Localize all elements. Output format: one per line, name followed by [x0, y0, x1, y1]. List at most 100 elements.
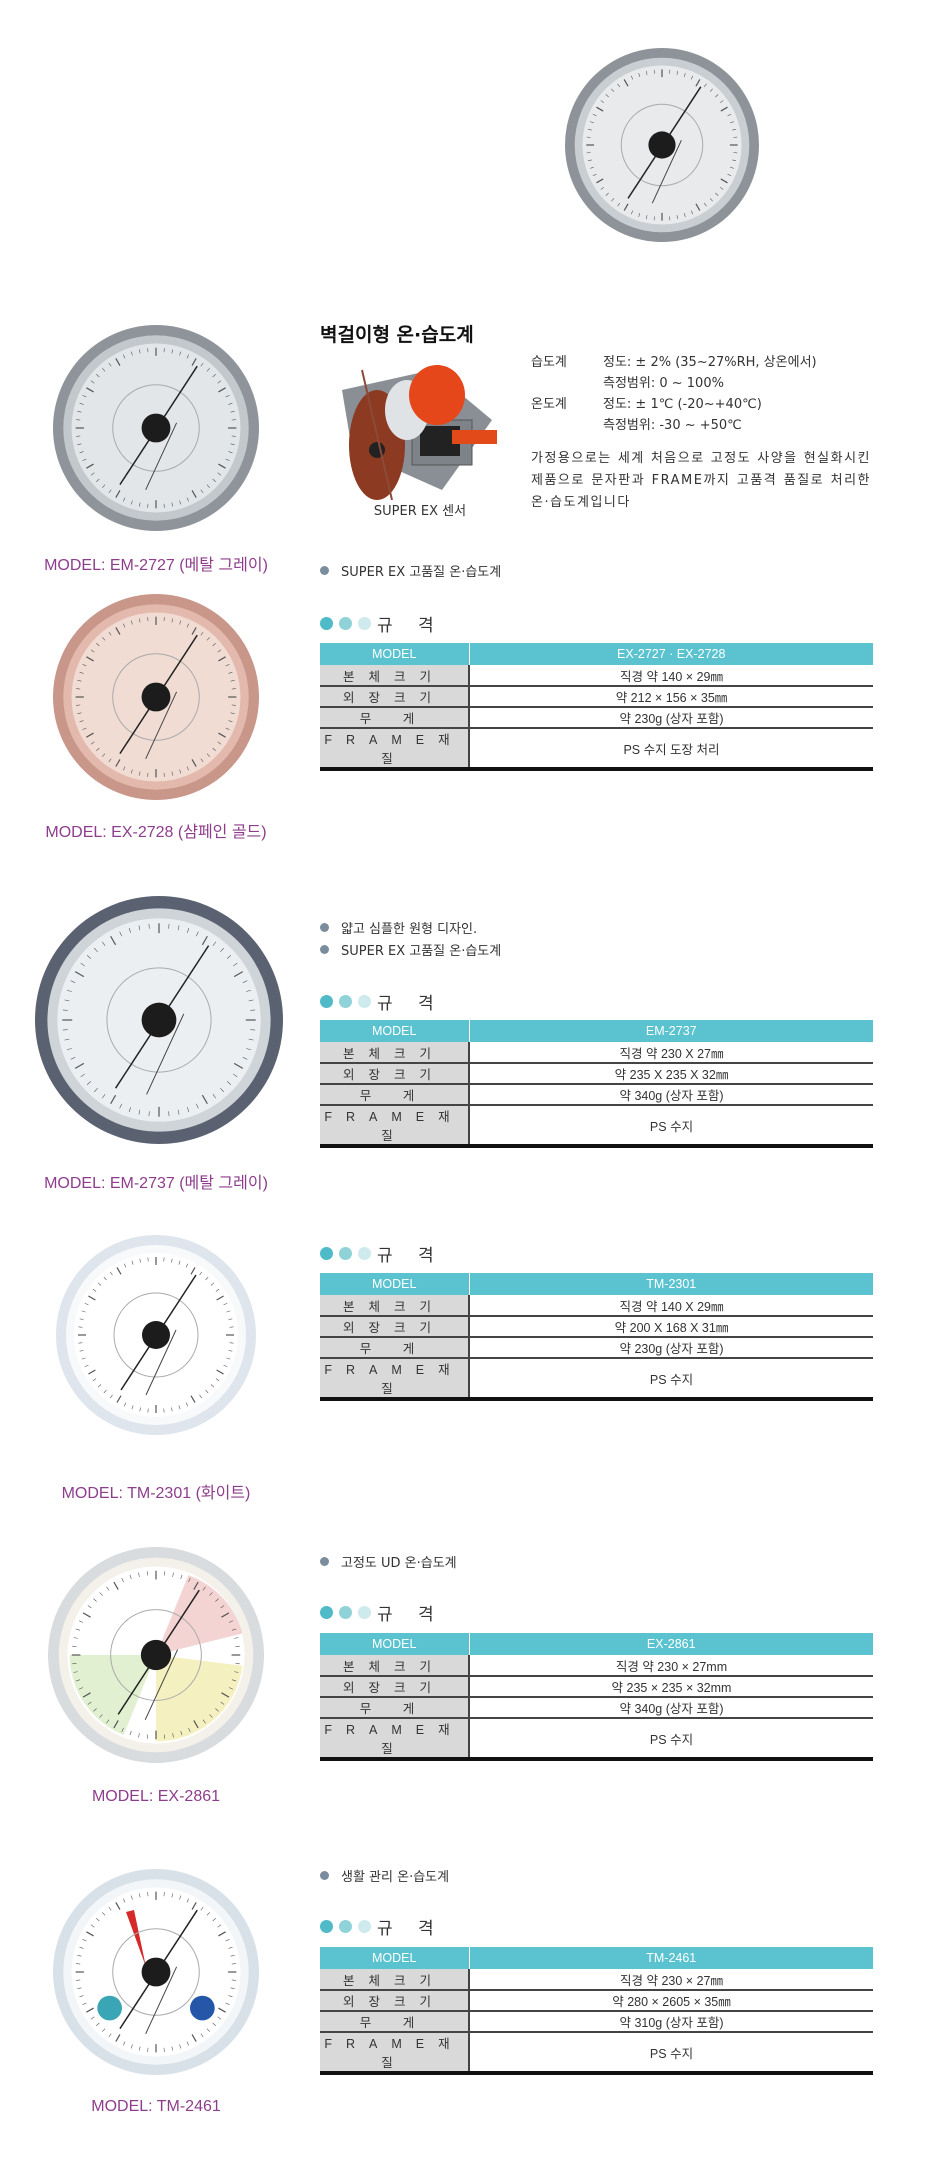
row-label: FRAME재질: [320, 2032, 470, 2075]
spec-line: 정도: ± 1℃ (-20~+40℃): [603, 397, 762, 412]
spec-table: MODEL TM-2301 본체크기 직경 약 140 X 29㎜ 외장크기 약 200 …: [320, 1273, 873, 1401]
table-row: 외장크기 약 235 × 235 × 32mm: [320, 1676, 873, 1698]
bullet-dot-icon: [320, 944, 329, 954]
dot-icon: [320, 995, 333, 1008]
feature-text: 고정도 UD 온·습도계: [341, 1555, 457, 1571]
product-description: 가정용으로는 세계 처음으로 고정도 사양을 현실화시킨 제품으로 문자판과 F…: [531, 451, 871, 510]
row-label: 무 게: [320, 1084, 470, 1106]
spec-line: 정도: ± 2% (35~27%RH, 상온에서): [603, 355, 817, 370]
row-value: 약 340g (상자 포함): [469, 1697, 873, 1719]
table-row: 본체크기 직경 약 230 X 27㎜: [320, 1042, 873, 1064]
feature-text: SUPER EX 고품질 온·습도계: [341, 943, 502, 959]
row-value: PS 수지: [469, 1105, 873, 1148]
bullet-dot-icon: [320, 565, 329, 575]
table-row: FRAME재질 PS 수지: [320, 1718, 873, 1761]
ex-2861-photo: [48, 1547, 264, 1763]
table-row: FRAME재질 PS 수지: [320, 2032, 873, 2075]
row-label: 무 게: [320, 1337, 470, 1359]
tm-2301-photo: [56, 1235, 256, 1435]
row-label: 본체크기: [320, 665, 470, 687]
row-label: FRAME재질: [320, 1358, 470, 1401]
spec-table: MODEL TM-2461 본체크기 직경 약 230 × 27㎜ 외장크기 약 280 …: [320, 1947, 873, 2075]
spec-label: 습도계: [531, 355, 567, 370]
model-header: MODEL: [320, 1020, 470, 1042]
row-value: 약 310g (상자 포함): [469, 2011, 873, 2033]
row-label: 외장크기: [320, 1990, 470, 2012]
accuracy-specs: 습도계 정도: ± 2% (35~27%RH, 상온에서) 측정범위: 0 ~ 1…: [531, 352, 817, 436]
dot-icon: [358, 995, 371, 1008]
row-label: FRAME재질: [320, 1105, 470, 1148]
row-label: FRAME재질: [320, 1718, 470, 1761]
em-2727-photo: [53, 325, 259, 531]
model-caption: MODEL: TM-2461: [91, 2098, 221, 2115]
row-label: 외장크기: [320, 686, 470, 708]
spec-heading-text: 규 격: [377, 994, 444, 1014]
spec-heading: 규 격: [320, 1600, 444, 1625]
row-value: 약 230g (상자 포함): [469, 707, 873, 729]
row-value: PS 수지: [469, 1718, 873, 1761]
dot-icon: [339, 1920, 352, 1933]
super-ex-sensor-image: [342, 365, 497, 500]
table-header-row: MODEL EX-2861: [320, 1633, 873, 1655]
dot-icon: [358, 1606, 371, 1619]
sensor-caption: SUPER EX 센서: [373, 504, 467, 519]
em-2737-photo: [35, 896, 283, 1144]
table-row: 본체크기 직경 약 230 × 27㎜: [320, 1969, 873, 1991]
feature-text: SUPER EX 고품질 온·습도계: [341, 564, 502, 580]
row-value: PS 수지 도장 처리: [469, 728, 873, 771]
spec-label: 온도계: [531, 397, 567, 412]
spec-heading: 규 격: [320, 1241, 444, 1266]
feature-bullet: SUPER EX 고품질 온·습도계: [320, 938, 501, 960]
dot-icon: [339, 995, 352, 1008]
feature-text: 생활 관리 온·습도계: [341, 1869, 450, 1885]
row-value: 약 212 × 156 × 35㎜: [469, 686, 873, 708]
bullet-dot-icon: [320, 922, 329, 932]
model-caption: MODEL: EM-2727 (메탈 그레이): [44, 557, 268, 574]
row-value: 직경 약 140 × 29㎜: [469, 665, 873, 687]
spec-line: 측정범위: -30 ~ +50℃: [603, 418, 742, 433]
top-hygrometer-photo: [565, 48, 759, 242]
feature-text: 얇고 심플한 원형 디자인.: [341, 921, 478, 937]
row-label: 본체크기: [320, 1295, 470, 1317]
row-label: 무 게: [320, 1697, 470, 1719]
row-value: 직경 약 230 × 27mm: [469, 1655, 873, 1677]
row-value: PS 수지: [469, 1358, 873, 1401]
dot-icon: [339, 1606, 352, 1619]
table-row: 본체크기 직경 약 230 × 27mm: [320, 1655, 873, 1677]
table-row: 본체크기 직경 약 140 X 29㎜: [320, 1295, 873, 1317]
table-header-row: MODEL EM-2737: [320, 1020, 873, 1042]
feature-bullet: 고정도 UD 온·습도계: [320, 1550, 457, 1572]
model-header: MODEL: [320, 1633, 470, 1655]
dot-icon: [339, 1247, 352, 1260]
table-header-row: MODEL EX-2727 · EX-2728: [320, 643, 873, 665]
spec-heading: 규 격: [320, 989, 444, 1014]
table-row: FRAME재질 PS 수지: [320, 1105, 873, 1148]
model-value: EM-2737: [469, 1020, 873, 1042]
model-header: MODEL: [320, 643, 470, 665]
spec-table: MODEL EM-2737 본체크기 직경 약 230 X 27㎜ 외장크기 약 235 …: [320, 1020, 873, 1148]
table-row: 외장크기 약 280 × 2605 × 35㎜: [320, 1990, 873, 2012]
spec-heading-text: 규 격: [377, 1246, 444, 1266]
row-label: 무 게: [320, 707, 470, 729]
tm-2461-photo: [53, 1869, 259, 2075]
feature-bullet: SUPER EX 고품질 온·습도계: [320, 559, 501, 581]
dot-icon: [358, 617, 371, 630]
model-caption: MODEL: TM-2301 (화이트): [61, 1485, 251, 1502]
ex-2728-photo: [53, 594, 259, 800]
dot-icon: [358, 1920, 371, 1933]
model-caption: MODEL: EX-2861: [91, 1788, 221, 1805]
thermometer-spec: 온도계 정도: ± 1℃ (-20~+40℃): [531, 394, 817, 415]
row-label: 본체크기: [320, 1042, 470, 1064]
spec-table: MODEL EX-2727 · EX-2728 본체크기 직경 약 140 × 29㎜…: [320, 643, 873, 771]
row-value: 약 235 X 235 X 32㎜: [469, 1063, 873, 1085]
row-label: 외장크기: [320, 1676, 470, 1698]
row-value: 직경 약 230 × 27㎜: [469, 1969, 873, 1991]
model-caption: MODEL: EM-2737 (메탈 그레이): [44, 1175, 268, 1192]
row-label: 본체크기: [320, 1655, 470, 1677]
row-value: 직경 약 230 X 27㎜: [469, 1042, 873, 1064]
model-header: MODEL: [320, 1947, 470, 1969]
row-value: 약 230g (상자 포함): [469, 1337, 873, 1359]
table-header-row: MODEL TM-2461: [320, 1947, 873, 1969]
